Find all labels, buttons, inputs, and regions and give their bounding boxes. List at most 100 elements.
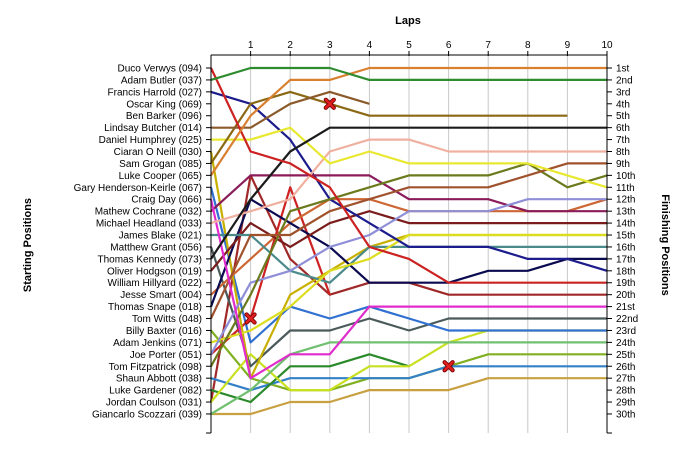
series-line-tom-fitzpatrick-098	[210, 353, 410, 404]
driver-label-william-hillyard-022: William Hillyard (022)	[108, 278, 202, 289]
x-tick-label-3: 3	[327, 40, 333, 51]
finish-position-label-3: 3rd	[616, 87, 630, 98]
finish-position-label-17: 17th	[616, 254, 635, 265]
retired-marker-tom-fitzpatrick-098	[442, 360, 455, 373]
series-line-mathew-cochrane-032	[210, 174, 607, 213]
series-line-adam-butler-037	[210, 66, 607, 177]
x-tick-label-9: 9	[565, 40, 571, 51]
finish-position-label-6: 6th	[616, 123, 630, 134]
retired-marker-tom-witts-048	[244, 312, 257, 325]
retired-marker-inner-b	[245, 313, 256, 324]
driver-label-james-blake-021: James Blake (021)	[119, 231, 202, 242]
finish-position-label-15: 15th	[616, 231, 635, 242]
driver-label-jesse-smart-004: Jesse Smart (004)	[120, 290, 202, 301]
series-line-thomas-snape-018	[209, 187, 607, 344]
x-tick-label-10: 10	[601, 40, 613, 51]
finish-position-label-5: 5th	[616, 111, 630, 122]
series-line-ciaran-o-neill-030	[210, 138, 607, 225]
finish-position-label-22: 22nd	[616, 314, 638, 325]
driver-label-luke-gardener-082: Luke Gardener (082)	[109, 386, 202, 397]
y-axis-label-right: Finishing Positions	[659, 194, 671, 295]
series-line-oliver-hodgson-019	[209, 198, 607, 307]
finish-position-label-19: 19th	[616, 278, 635, 289]
x-tick-label-2: 2	[287, 40, 293, 51]
series-line-lindsay-butcher-014	[210, 126, 607, 260]
finish-position-label-13: 13th	[616, 207, 635, 218]
series-line-james-blake-021	[210, 233, 607, 344]
finish-position-label-23: 23rd	[616, 326, 636, 337]
series-lines	[209, 66, 608, 416]
driver-label-oscar-king-069: Oscar King (069)	[126, 99, 202, 110]
finish-position-label-11: 11th	[616, 183, 635, 194]
grid-lines	[250, 55, 568, 433]
driver-label-tom-fitzpatrick-098: Tom Fitzpatrick (098)	[109, 362, 202, 373]
x-tick-label-1: 1	[248, 40, 254, 51]
series-line-adam-jenkins-071	[210, 341, 607, 415]
finish-position-label-30: 30th	[616, 409, 635, 420]
series-line-billy-baxter-016	[209, 246, 607, 368]
driver-label-michael-headland-033: Michael Headland (033)	[96, 219, 202, 230]
driver-label-tom-witts-048: Tom Witts (048)	[132, 314, 202, 325]
driver-label-jordan-coulson-031: Jordan Coulson (031)	[106, 398, 202, 409]
finish-position-label-10: 10th	[616, 171, 635, 182]
driver-label-francis-harrold-027: Francis Harrold (027)	[108, 87, 202, 98]
driver-label-shaun-abbott-038: Shaun Abbott (038)	[116, 374, 202, 385]
driver-label-adam-butler-037: Adam Butler (037)	[121, 75, 202, 86]
finish-position-label-2: 2nd	[616, 75, 633, 86]
driver-label-thomas-kennedy-073: Thomas Kennedy (073)	[97, 254, 202, 265]
driver-label-matthew-grant-056: Matthew Grant (056)	[110, 242, 202, 253]
x-tick-label-8: 8	[525, 40, 531, 51]
driver-label-adam-jenkins-071: Adam Jenkins (071)	[113, 338, 202, 349]
finish-position-label-20: 20th	[616, 290, 635, 301]
driver-label-luke-cooper-065: Luke Cooper (065)	[119, 171, 202, 182]
finish-position-label-18: 18th	[616, 266, 635, 277]
driver-label-joe-porter-051: Joe Porter (051)	[130, 350, 202, 361]
retired-marker-inner-b	[443, 361, 454, 372]
driver-label-ciaran-o-neill-030: Ciaran O Neill (030)	[114, 147, 202, 158]
finish-position-label-26: 26th	[616, 362, 635, 373]
chart-title: Laps	[395, 15, 421, 27]
finish-position-label-1: 1st	[616, 64, 630, 75]
driver-label-giancarlo-scozzari-039: Giancarlo Scozzari (039)	[92, 409, 202, 420]
series-line-sam-grogan-085	[209, 198, 607, 380]
finish-position-label-29: 29th	[616, 398, 635, 409]
retired-marker-oscar-king-069	[323, 97, 336, 110]
finish-position-label-16: 16th	[616, 242, 635, 253]
driver-label-thomas-snape-018: Thomas Snape (018)	[108, 302, 202, 313]
series-line-craig-day-066	[210, 198, 607, 355]
finish-position-label-7: 7th	[616, 135, 630, 146]
finish-position-label-24: 24th	[616, 338, 635, 349]
series-line-giancarlo-scozzari-039	[211, 377, 607, 416]
driver-label-sam-grogan-085: Sam Grogan (085)	[119, 159, 202, 170]
x-tick-label-7: 7	[485, 40, 491, 51]
axes	[206, 51, 612, 434]
finish-position-label-21: 21st	[616, 302, 635, 313]
driver-label-oliver-hodgson-019: Oliver Hodgson (019)	[107, 266, 202, 277]
finish-position-label-4: 4th	[616, 99, 630, 110]
series-line-duco-verwys-094	[210, 66, 607, 82]
series-line-luke-cooper-065	[210, 162, 607, 319]
driver-label-mathew-cochrane-032: Mathew Cochrane (032)	[95, 207, 202, 218]
series-line-oscar-king-069	[211, 90, 370, 129]
finish-position-label-8: 8th	[616, 147, 630, 158]
retirement-markers	[244, 97, 455, 373]
x-tick-label-5: 5	[406, 40, 412, 51]
finish-position-label-25: 25th	[616, 350, 635, 361]
finish-position-label-28: 28th	[616, 386, 635, 397]
x-tick-label-6: 6	[446, 40, 452, 51]
series-line-daniel-humphrey-025	[211, 126, 608, 189]
driver-label-craig-day-066: Craig Day (066)	[131, 195, 202, 206]
finish-position-label-9: 9th	[616, 159, 630, 170]
finish-position-label-14: 14th	[616, 219, 635, 230]
driver-label-lindsay-butcher-014: Lindsay Butcher (014)	[104, 123, 202, 134]
driver-label-duco-verwys-094: Duco Verwys (094)	[118, 64, 202, 75]
series-line-michael-headland-033	[210, 90, 608, 272]
retired-marker-inner-b	[324, 98, 335, 109]
driver-label-gary-henderson-keirle-067: Gary Henderson-Keirle (067)	[74, 183, 202, 194]
finish-position-label-12: 12th	[616, 195, 635, 206]
driver-label-billy-baxter-016: Billy Baxter (016)	[126, 326, 202, 337]
x-tick-label-4: 4	[367, 40, 373, 51]
series-line-francis-harrold-027	[210, 67, 607, 284]
driver-label-daniel-humphrey-025: Daniel Humphrey (025)	[99, 135, 202, 146]
